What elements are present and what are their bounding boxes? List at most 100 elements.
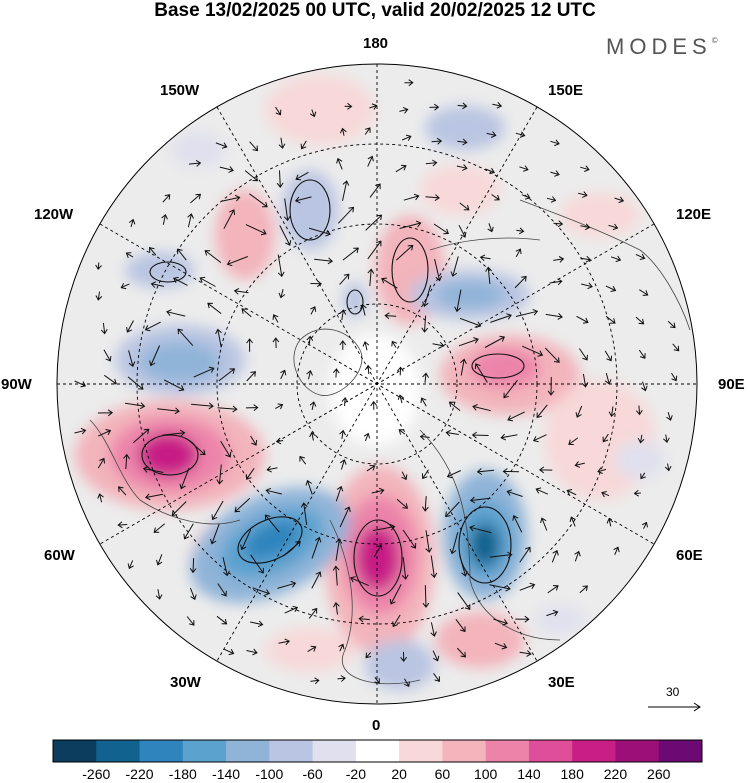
- wind-arrow: [364, 127, 371, 135]
- wind-arrow: [574, 550, 581, 562]
- wind-arrow: [578, 348, 588, 361]
- wind-arrow: [265, 487, 282, 495]
- wind-arrow: [635, 253, 646, 260]
- wind-arrow: [338, 643, 345, 652]
- wind-arrow: [608, 406, 616, 418]
- wind-arrow: [333, 601, 340, 615]
- wind-arrow: [306, 335, 314, 346]
- wind-arrow: [278, 638, 291, 646]
- wind-arrow: [641, 521, 648, 529]
- wind-arrow: [148, 246, 157, 256]
- wind-arrow: [234, 498, 251, 513]
- colorbar-tick-label: 140: [517, 766, 541, 782]
- wind-arrow: [219, 166, 234, 173]
- wind-arrow: [516, 227, 525, 235]
- wind-arrow: [128, 218, 136, 228]
- wind-arrow: [536, 404, 548, 419]
- wind-arrow: [421, 315, 429, 333]
- wind-arrow: [403, 193, 420, 201]
- wind-arrow: [457, 102, 468, 110]
- wind-arrow: [604, 350, 613, 362]
- colorbar-swatch: [485, 740, 530, 762]
- wind-vectors: [74, 79, 680, 688]
- wind-arrow: [332, 565, 340, 586]
- wind-arrow: [519, 650, 532, 657]
- anomaly-field: [75, 75, 665, 690]
- wind-arrow: [391, 340, 398, 348]
- wind-arrow: [476, 468, 495, 475]
- wind-arrow: [602, 433, 609, 443]
- colorbar-swatch: [442, 740, 487, 762]
- wind-arrow: [614, 196, 625, 204]
- wind-arrow: [546, 196, 557, 203]
- wind-arrow: [372, 523, 396, 532]
- wind-arrow: [215, 142, 228, 149]
- wind-arrow: [153, 523, 166, 533]
- wind-arrow: [222, 557, 230, 577]
- wind-arrow: [519, 582, 536, 591]
- wind-arrow: [118, 486, 127, 496]
- wind-arrow: [240, 529, 252, 551]
- wind-arrow: [339, 273, 350, 285]
- wind-arrow: [469, 524, 492, 534]
- wind-arrow: [545, 313, 563, 320]
- wind-arrow: [448, 401, 461, 411]
- wind-arrow: [434, 258, 443, 282]
- wind-arrow: [216, 464, 224, 485]
- wind-arrow: [123, 453, 130, 470]
- wind-arrow: [547, 376, 555, 396]
- wind-arrow: [340, 459, 347, 470]
- wind-arrow: [635, 316, 645, 325]
- wind-arrow: [246, 371, 256, 382]
- wind-arrow: [358, 615, 370, 623]
- wind-arrow: [486, 131, 497, 138]
- graticule: [57, 64, 697, 704]
- wind-arrow: [309, 431, 316, 441]
- wind-arrow: [485, 167, 495, 175]
- wind-arrow: [479, 254, 491, 262]
- wind-arrow: [250, 554, 264, 574]
- wind-arrow: [519, 165, 529, 172]
- wind-arrow: [421, 496, 429, 512]
- wind-arrow: [245, 224, 267, 236]
- wind-arrow: [401, 557, 409, 580]
- coastline: [89, 199, 691, 685]
- wind-arrow: [455, 618, 466, 633]
- wind-arrow: [553, 220, 564, 228]
- wind-arrow: [349, 576, 369, 587]
- wind-arrow: [128, 350, 136, 368]
- label-lon-60e: 60E: [676, 547, 703, 564]
- wind-arrow: [370, 400, 378, 410]
- label-lon-180: 180: [363, 35, 389, 52]
- wind-arrow: [295, 171, 309, 181]
- wind-arrow: [474, 363, 488, 383]
- wind-arrow: [664, 463, 672, 472]
- wind-arrow: [551, 549, 559, 563]
- wind-arrow: [515, 248, 522, 258]
- wind-arrow: [401, 471, 408, 481]
- wind-arrow: [449, 532, 459, 555]
- colorbar-tick-label: -140: [212, 766, 241, 782]
- wind-arrow: [277, 254, 285, 278]
- wind-arrow: [362, 341, 370, 351]
- colorbar-swatch: [182, 740, 227, 762]
- wind-arrow: [419, 433, 430, 441]
- wind-arrow: [95, 291, 103, 301]
- wind-arrow: [342, 247, 359, 261]
- wind-arrow: [193, 366, 215, 378]
- wind-arrow: [95, 262, 102, 271]
- wind-arrow: [332, 368, 340, 378]
- wind-arrow: [363, 432, 371, 442]
- wind-arrow: [663, 434, 670, 444]
- wind-arrow: [579, 585, 589, 594]
- wind-arrow: [275, 106, 282, 116]
- wind-arrow: [341, 396, 349, 407]
- colorbar-swatch: [269, 740, 314, 762]
- wind-arrow: [155, 589, 163, 600]
- colorbar-tick-label: -220: [125, 766, 154, 782]
- wind-arrow: [365, 214, 383, 231]
- wind-arrow: [117, 521, 128, 529]
- wind-arrow: [300, 140, 307, 150]
- wind-arrow: [506, 489, 523, 497]
- wind-arrow: [336, 157, 343, 170]
